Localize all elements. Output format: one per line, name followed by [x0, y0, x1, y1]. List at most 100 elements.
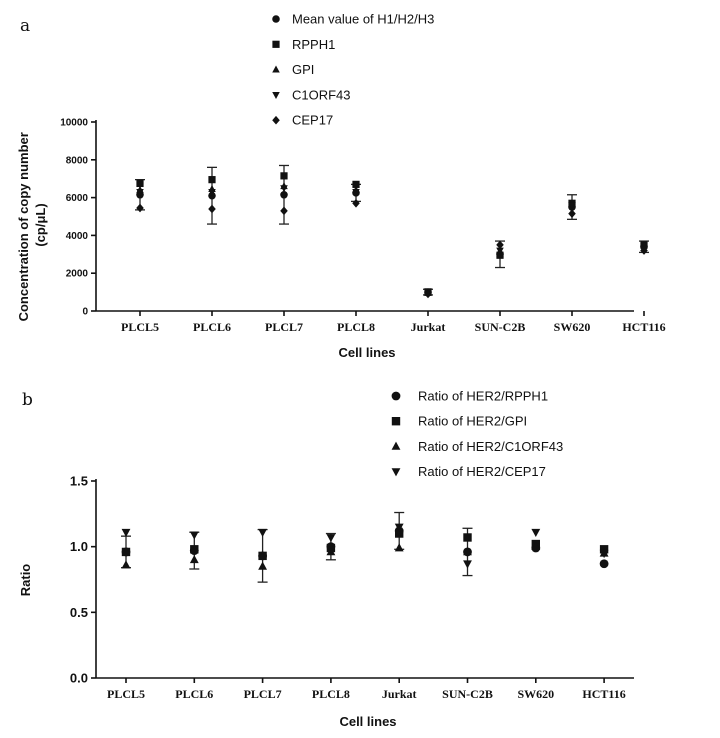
x-tick-label-hct116: HCT116 [582, 687, 625, 701]
data-point-circle [280, 190, 288, 199]
panel-a-chart: Mean value of H1/H2/H3 RPPH1 GPI C1ORF43 CEP… [16, 12, 666, 361]
y-tick-label: 1.5 [70, 474, 88, 489]
panel-a-y-axis-label-line-2: (cp/μL) [33, 203, 48, 246]
x-tick-label-plcl8: PLCL8 [337, 320, 375, 334]
data-point-square [395, 529, 404, 538]
panel-a-y-axis-label-line-1: Concentration of copy number [16, 132, 31, 321]
data-point-triangle-down [531, 528, 541, 538]
data-point-square [190, 545, 199, 554]
legend-label: C1ORF43 [292, 87, 351, 102]
data-point-triangle-up [189, 554, 199, 564]
legend-marker-triangle-down [391, 468, 401, 477]
x-tick-label-plcl5: PLCL5 [121, 320, 159, 334]
panel-b-ticks: 0.0 0.5 1.0 1.5 PLCL5 PLCL6 PLCL7 PLCL8 Jurkat SU… [70, 474, 626, 702]
x-tick-label-sun-c2b: SUN-C2B [442, 687, 493, 701]
panel-b-legend: Ratio of HER2/RPPH1 Ratio of HER2/GPI Rati… [391, 389, 563, 479]
data-point-square [208, 176, 216, 184]
x-tick-label-hct116: HCT116 [622, 320, 665, 334]
legend-label: Ratio of HER2/RPPH1 [418, 389, 548, 404]
data-point-square [121, 547, 131, 557]
y-tick-label: 0.5 [70, 605, 88, 620]
data-point-diamond [280, 206, 288, 216]
y-tick-label: 6000 [66, 193, 89, 204]
data-point-triangle-down [463, 560, 472, 569]
y-tick-label: 4000 [66, 231, 89, 242]
data-point-square [136, 179, 144, 188]
legend-marker-square [391, 417, 401, 426]
data-point-triangle-down [568, 202, 576, 210]
panel-a-ticks: 0 2000 4000 6000 8000 10000 PLCL5 PLCL6 PLCL7 PLC… [60, 118, 665, 335]
panel-b-chart: Ratio of HER2/RPPH1 Ratio of HER2/GPI Rati… [18, 389, 634, 729]
data-point-triangle-up [463, 547, 472, 556]
y-tick-label: 1.0 [70, 539, 88, 554]
data-point-diamond [352, 198, 360, 208]
panel-a-marks [135, 164, 649, 299]
x-tick-label-sw620: SW620 [554, 320, 591, 334]
data-point-triangle-down [599, 549, 609, 559]
x-tick-label-jurkat: Jurkat [382, 687, 417, 701]
data-point-triangle-down [208, 189, 216, 197]
data-point-triangle-down [352, 189, 360, 197]
x-tick-label-plcl8: PLCL8 [312, 687, 350, 701]
data-point-triangle-down [189, 531, 199, 540]
data-point-circle [599, 559, 609, 569]
legend-label: GPI [292, 62, 314, 77]
data-point-triangle-up [258, 561, 268, 570]
x-tick-label-jurkat: Jurkat [411, 320, 446, 334]
data-point-square [258, 551, 267, 561]
legend-marker-square [272, 40, 280, 48]
legend-marker-triangle-down [272, 92, 280, 100]
legend-label: Mean value of H1/H2/H3 [292, 12, 434, 27]
data-point-triangle-down [258, 528, 268, 538]
y-tick-label: 10000 [60, 118, 88, 129]
legend-label: RPPH1 [292, 37, 335, 52]
legend-label: Ratio of HER2/GPI [418, 414, 527, 429]
y-tick-label: 0 [82, 307, 88, 318]
x-tick-label-plcl6: PLCL6 [193, 320, 231, 334]
y-tick-label: 8000 [66, 155, 89, 166]
data-point-diamond [424, 289, 432, 299]
legend-marker-triangle-up [391, 441, 401, 450]
data-point-triangle-up [531, 541, 541, 551]
panel-b-axes [95, 479, 634, 679]
data-point-triangle-down [326, 534, 336, 543]
data-point-diamond [136, 203, 144, 213]
panel-b-x-axis-label: Cell lines [339, 714, 396, 729]
panel-a-legend: Mean value of H1/H2/H3 RPPH1 GPI C1ORF43 CEP… [272, 12, 434, 128]
data-point-square [352, 180, 360, 188]
x-tick-label-plcl5: PLCL5 [107, 687, 145, 701]
data-point-triangle-up [121, 560, 131, 569]
x-tick-label-sun-c2b: SUN-C2B [475, 320, 526, 334]
panel-letter-a: a [20, 16, 30, 36]
y-tick-label: 2000 [66, 269, 89, 280]
panel-letter-b: b [22, 390, 33, 410]
panel-b-y-axis-label: Ratio [18, 564, 33, 597]
legend-label: Ratio of HER2/CEP17 [418, 464, 546, 479]
legend-marker-triangle-up [272, 65, 280, 73]
data-point-triangle-up [394, 543, 404, 552]
data-point-triangle-down [121, 528, 131, 538]
panel-a-y-axis-label: Concentration of copy number (cp/μL) [16, 129, 48, 322]
data-point-diamond [496, 240, 504, 250]
x-tick-label-sw620: SW620 [517, 687, 554, 701]
panel-a-x-axis-label: Cell lines [338, 345, 395, 360]
data-point-triangle-up [326, 547, 336, 556]
data-point-diamond [640, 246, 648, 255]
legend-marker-diamond [272, 115, 280, 125]
y-tick-label: 0.0 [70, 671, 88, 686]
panel-a-axes [95, 120, 634, 312]
x-tick-label-plcl6: PLCL6 [175, 687, 213, 701]
x-tick-label-plcl7: PLCL7 [244, 687, 282, 701]
data-point-diamond [568, 209, 576, 218]
data-point-diamond [208, 204, 216, 214]
x-tick-label-plcl7: PLCL7 [265, 320, 303, 334]
data-point-square [280, 172, 288, 180]
panel-b-marks [121, 511, 609, 583]
legend-marker-circle [391, 391, 401, 401]
data-point-triangle-down [394, 523, 404, 532]
data-point-square [463, 533, 472, 542]
legend-label: CEP17 [292, 113, 333, 128]
data-point-triangle-down [136, 189, 144, 197]
legend-marker-circle [272, 15, 280, 23]
